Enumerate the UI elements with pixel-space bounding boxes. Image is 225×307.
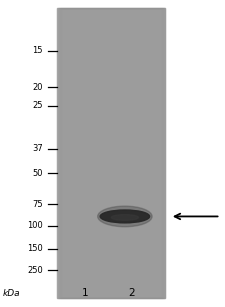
Text: 1: 1 bbox=[82, 288, 89, 298]
Bar bbox=[58, 8, 164, 298]
Ellipse shape bbox=[100, 210, 150, 223]
Bar bbox=[60, 8, 163, 298]
Bar bbox=[57, 8, 165, 298]
Bar bbox=[61, 8, 162, 298]
Bar bbox=[59, 8, 164, 298]
Bar bbox=[57, 8, 165, 298]
Ellipse shape bbox=[111, 215, 139, 220]
Ellipse shape bbox=[98, 206, 152, 227]
Text: 20: 20 bbox=[32, 83, 43, 92]
Text: 250: 250 bbox=[27, 266, 43, 275]
Text: 37: 37 bbox=[32, 144, 43, 154]
Text: kDa: kDa bbox=[2, 289, 20, 298]
Text: 50: 50 bbox=[32, 169, 43, 178]
Text: 100: 100 bbox=[27, 221, 43, 230]
Text: 75: 75 bbox=[32, 200, 43, 209]
Text: 15: 15 bbox=[32, 46, 43, 55]
Text: 150: 150 bbox=[27, 244, 43, 253]
Text: 2: 2 bbox=[128, 288, 135, 298]
Text: 25: 25 bbox=[32, 101, 43, 111]
